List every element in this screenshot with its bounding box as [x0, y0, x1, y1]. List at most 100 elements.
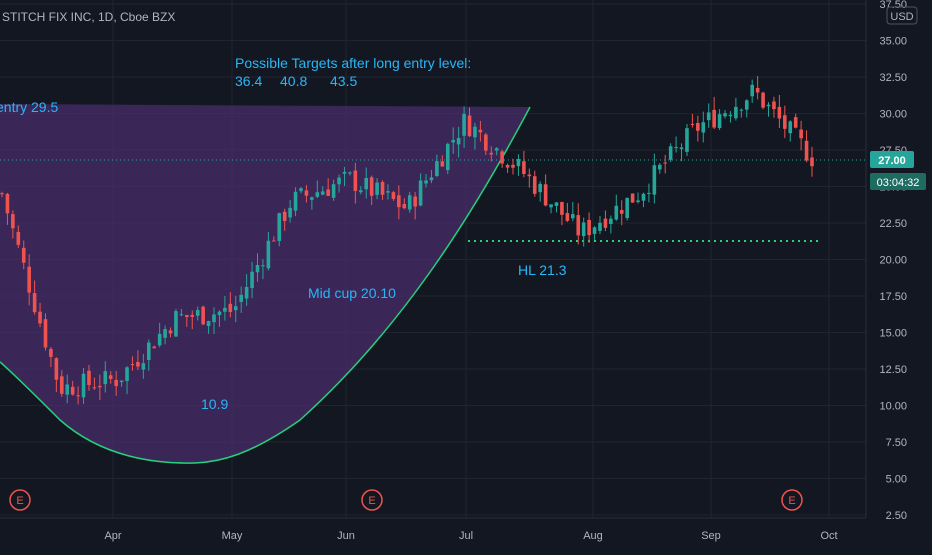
- candle-body: [619, 210, 624, 214]
- candle-body: [266, 240, 271, 269]
- candle-body: [755, 87, 760, 93]
- targets-title: Possible Targets after long entry level:: [235, 55, 471, 71]
- candle-body: [326, 189, 330, 196]
- candle-body: [239, 294, 243, 302]
- hl-label: HL 21.3: [518, 262, 567, 278]
- candle-body: [761, 92, 765, 108]
- candle-body: [250, 271, 254, 288]
- candle-body: [494, 148, 499, 151]
- candle-body: [723, 113, 727, 117]
- candle-body: [484, 134, 488, 151]
- candle-body: [565, 213, 570, 221]
- candle-body: [652, 165, 657, 195]
- candle-body: [130, 364, 135, 366]
- candle-body: [696, 123, 700, 131]
- candle-body: [342, 171, 347, 174]
- price-tick-label: 32.50: [879, 72, 907, 84]
- earnings-marker-3[interactable]: E: [781, 489, 803, 511]
- price-tick-label: 37.50: [879, 0, 907, 11]
- earnings-marker-label: E: [788, 495, 795, 507]
- earnings-marker-label: E: [368, 495, 375, 507]
- candle-body: [717, 114, 722, 129]
- entry-label: entry 29.5: [0, 99, 58, 115]
- earnings-marker-2[interactable]: E: [361, 489, 383, 511]
- candle-body: [804, 140, 809, 161]
- candle-body: [228, 303, 233, 312]
- candle-body: [70, 386, 75, 395]
- candle-body: [750, 84, 755, 97]
- candle-body: [554, 202, 559, 206]
- candles: [0, 76, 814, 405]
- candle-body: [27, 266, 31, 293]
- candle-body: [59, 376, 64, 394]
- time-axis-label: Jun: [337, 530, 355, 542]
- cup-pattern: [0, 104, 531, 464]
- candle-body: [272, 240, 276, 242]
- candle-body: [690, 123, 695, 125]
- last-price-badge: 27.00: [870, 151, 914, 168]
- candle-body: [16, 231, 21, 245]
- candle-body: [701, 122, 706, 133]
- time-axis[interactable]: Apr May Jun Jul Aug Sep Oct: [104, 530, 837, 542]
- candle-body: [657, 164, 662, 170]
- candle-body: [679, 147, 684, 150]
- candle-body: [424, 180, 428, 184]
- earnings-marker-1[interactable]: E: [9, 489, 31, 511]
- candle-body: [516, 159, 521, 167]
- price-tick-label: 30.00: [879, 109, 907, 121]
- candle-body: [136, 362, 140, 367]
- candle-body: [304, 190, 309, 196]
- candle-body: [440, 161, 445, 167]
- candle-body: [641, 193, 646, 201]
- candle-body: [788, 121, 793, 134]
- candle-body: [511, 164, 515, 168]
- candle-body: [668, 146, 673, 160]
- currency-button[interactable]: USD: [886, 6, 918, 25]
- candle-body: [21, 247, 26, 263]
- candle-body: [201, 306, 205, 325]
- candle-body: [739, 109, 744, 111]
- candle-body: [581, 222, 586, 237]
- countdown-value: 03:04:32: [877, 177, 920, 189]
- candle-body: [168, 330, 173, 334]
- candle-body: [179, 314, 184, 316]
- candle-body: [467, 115, 472, 137]
- candle-body: [636, 200, 640, 202]
- candle-body: [348, 172, 352, 174]
- price-tick-label: 12.50: [879, 364, 907, 376]
- cup-curve-line: [0, 106, 531, 464]
- candle-body: [282, 211, 287, 221]
- candle-body: [538, 183, 542, 193]
- time-axis-label: Aug: [583, 530, 603, 542]
- candle-body: [429, 177, 434, 181]
- candle-body: [255, 264, 260, 273]
- candle-body: [81, 373, 86, 398]
- candle-body: [587, 219, 591, 236]
- candle-body: [157, 333, 162, 346]
- candle-body: [810, 157, 814, 167]
- candle-body: [413, 196, 417, 207]
- candle-body: [92, 387, 97, 389]
- candle-body: [777, 106, 782, 119]
- candle-body: [402, 203, 407, 209]
- candle-body: [576, 215, 581, 236]
- candle-body: [445, 143, 450, 171]
- candle-body: [772, 101, 776, 110]
- cup-fill-area: [0, 104, 530, 464]
- candle-body: [233, 306, 238, 311]
- candle-body: [261, 265, 265, 267]
- candle-body: [217, 311, 222, 316]
- candle-body: [500, 151, 504, 164]
- candle-body: [125, 367, 129, 382]
- time-axis-label: Sep: [701, 530, 721, 542]
- candle-body: [451, 140, 456, 143]
- candle-body: [331, 184, 336, 198]
- candle-body: [793, 117, 798, 128]
- time-axis-label: Oct: [820, 530, 837, 542]
- candle-body: [54, 358, 59, 380]
- price-tick-label: 22.50: [879, 218, 907, 230]
- candle-body: [543, 184, 548, 206]
- candle-body: [0, 193, 4, 195]
